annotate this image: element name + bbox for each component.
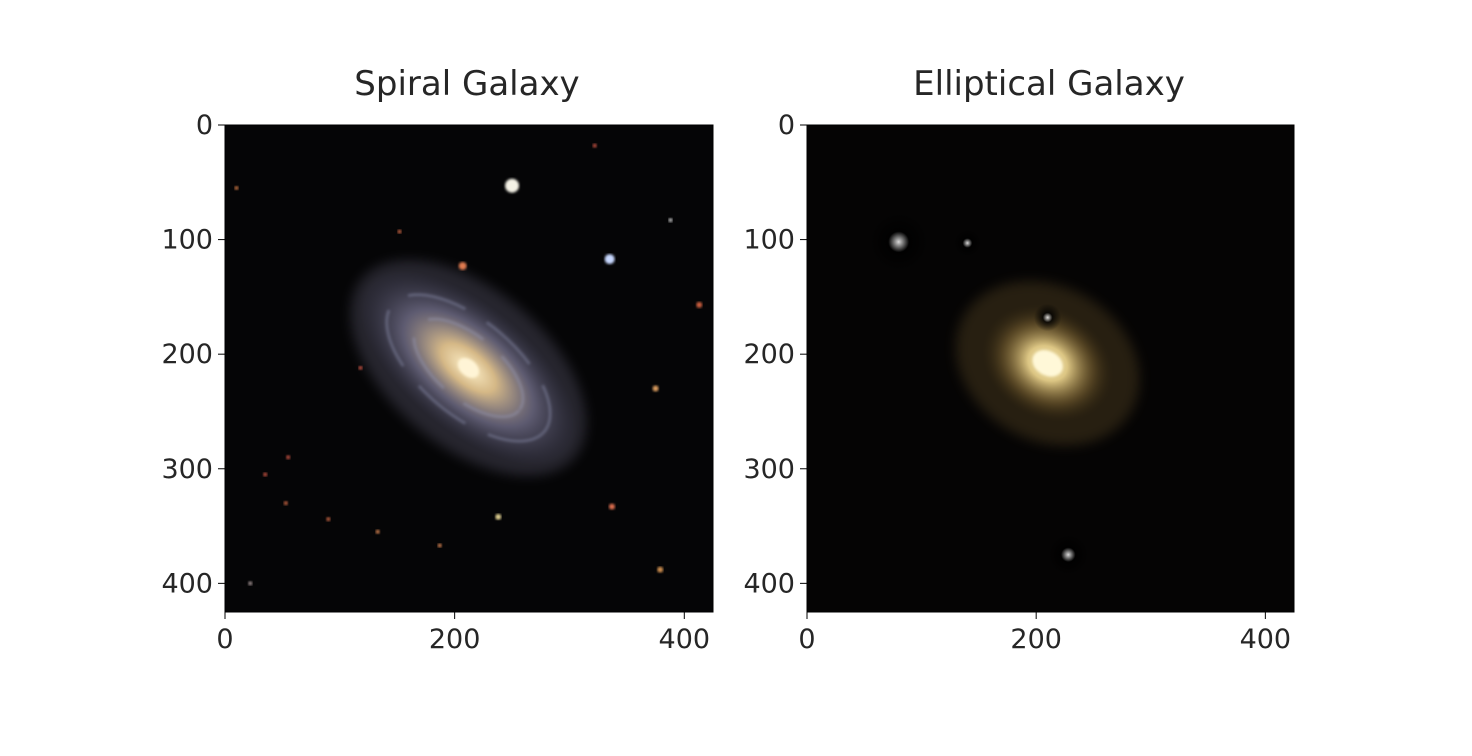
x-tick-label: 200 xyxy=(429,624,481,655)
star xyxy=(358,365,363,370)
star xyxy=(263,472,268,477)
galaxy-core xyxy=(457,358,479,378)
x-tick-label: 400 xyxy=(659,624,711,655)
star xyxy=(668,218,673,223)
star xyxy=(696,301,703,308)
x-tick-label: 400 xyxy=(1240,624,1292,655)
x-tick-label: 200 xyxy=(1010,624,1062,655)
companion-galaxy xyxy=(1033,303,1062,332)
y-tick-label: 200 xyxy=(161,339,213,370)
x-tick-label: 0 xyxy=(798,624,815,655)
chart-title: Elliptical Galaxy xyxy=(913,64,1185,104)
star xyxy=(248,581,253,586)
star xyxy=(608,503,615,510)
y-tick-label: 200 xyxy=(743,339,795,370)
y-tick-label: 0 xyxy=(778,110,795,141)
star xyxy=(495,513,502,520)
plot-frame xyxy=(224,124,714,613)
companion-galaxy xyxy=(868,212,929,272)
y-tick-label: 300 xyxy=(743,454,795,485)
elliptical-galaxy-image xyxy=(868,212,1140,576)
blob xyxy=(953,229,982,257)
star xyxy=(397,229,402,234)
blob xyxy=(1033,303,1062,332)
blob xyxy=(1047,534,1089,576)
star xyxy=(286,455,291,460)
y-tick-label: 400 xyxy=(161,568,213,599)
plot-frame xyxy=(806,124,1295,613)
star xyxy=(326,517,331,522)
star xyxy=(283,501,288,506)
star xyxy=(657,566,664,573)
star xyxy=(375,529,380,534)
y-tick-label: 400 xyxy=(743,568,795,599)
star xyxy=(458,261,467,270)
galaxy-core xyxy=(1032,350,1063,377)
x-tick-label: 0 xyxy=(216,624,233,655)
star xyxy=(505,178,520,193)
spiral-galaxy-image xyxy=(234,143,703,586)
y-tick-label: 100 xyxy=(743,225,795,256)
star xyxy=(234,186,239,191)
galaxy xyxy=(350,260,587,476)
spiral-arm xyxy=(385,293,552,443)
star xyxy=(652,385,659,392)
chart-title: Spiral Galaxy xyxy=(354,64,579,104)
companion-galaxy xyxy=(1047,534,1089,576)
star xyxy=(592,143,597,148)
companion-galaxy xyxy=(953,229,982,257)
blob xyxy=(868,212,929,272)
star xyxy=(604,254,615,265)
y-tick-label: 300 xyxy=(161,454,213,485)
y-tick-label: 100 xyxy=(161,225,213,256)
galaxy xyxy=(955,281,1140,446)
star xyxy=(437,543,442,548)
y-tick-label: 0 xyxy=(196,110,213,141)
